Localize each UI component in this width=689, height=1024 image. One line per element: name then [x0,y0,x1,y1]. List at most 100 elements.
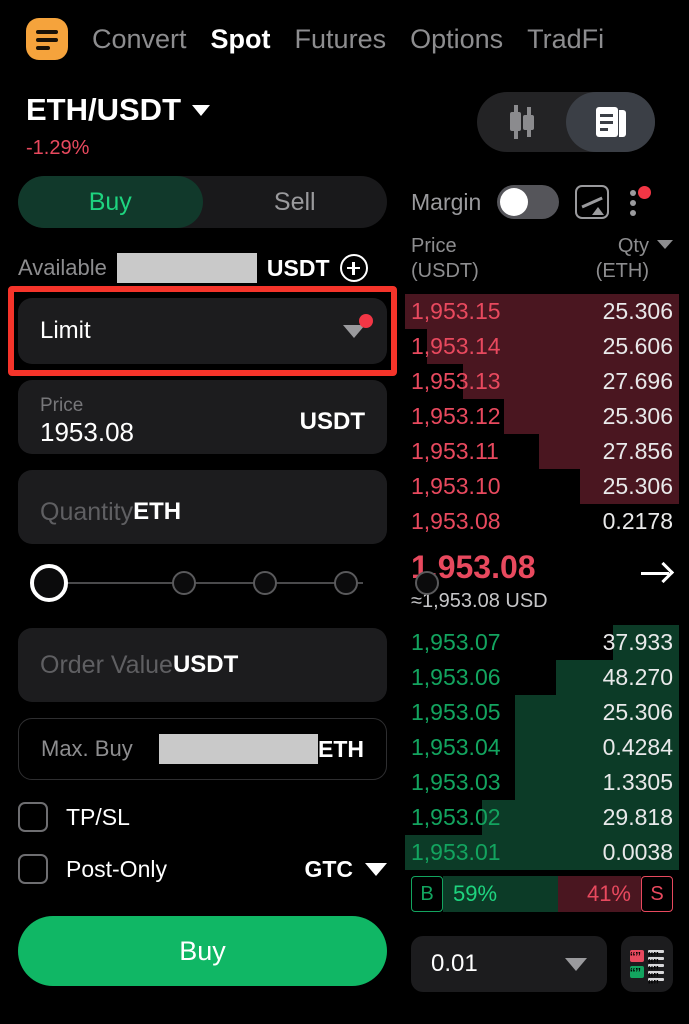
depth-bar [426,329,679,364]
row-price: 1,953.12 [411,403,501,429]
quantity-currency: ETH [133,498,182,525]
order-form: Buy Sell Available USDT Limit Price [0,176,439,992]
depth-bar [580,469,679,504]
orderbook-row[interactable]: 1,953.05 25.306 [405,695,679,730]
row-price: 1,953.06 [411,664,501,690]
orderbook-row[interactable]: 1,953.14 25.606 [405,329,679,364]
notification-badge [638,186,652,199]
orderbook-row[interactable]: 1,953.11 27.856 [405,434,679,469]
orderbook-row[interactable]: 1,953.07 37.933 [405,625,679,660]
order-value-placeholder: Order Value [40,650,173,679]
price-value: 1953.08 [40,417,134,448]
chevron-down-icon [365,862,387,876]
more-vertical-icon[interactable] [625,185,652,219]
tab-sell[interactable]: Sell [273,187,316,216]
margin-label: Margin [411,188,482,215]
amount-slider[interactable] [18,554,439,612]
sell-ratio-badge: S [641,876,673,912]
max-buy-value-redacted [158,734,318,764]
submit-buy-button[interactable]: Buy [18,916,387,986]
orderbook-row[interactable]: 1,953.08 0.2178 [405,504,679,539]
row-price: 1,953.14 [411,333,501,359]
pair-selector[interactable]: ETH/USDT [26,92,477,128]
pair-header: ETH/USDT -1.29% [0,78,689,160]
arrow-right-icon[interactable] [639,557,675,591]
row-qty: 27.856 [602,438,673,464]
orderbook-row[interactable]: 1,953.06 48.270 [405,660,679,695]
tpsl-checkbox[interactable] [18,802,48,832]
row-qty: 0.2178 [602,508,673,534]
margin-toggle[interactable] [497,185,560,219]
orderbook-layout-icon[interactable] [621,936,673,992]
time-in-force-value: GTC [304,855,353,882]
available-currency: USDT [266,254,330,281]
mid-price-info: 1,953.08 ≈1,953.08 USD [411,549,639,613]
chart-icon[interactable] [575,185,610,219]
depth-bar [462,364,679,399]
nav-tab-futures[interactable]: Futures [294,23,387,54]
row-price: 1,953.07 [411,629,501,655]
slider-handle[interactable] [30,564,68,602]
post-only-checkbox[interactable] [18,854,48,884]
bid-rows: 1,953.07 37.933 1,953.06 48.270 1,953.05 25.3… [405,625,679,870]
orderbook-price-header: Price (USDT) [411,235,479,282]
orderbook-row[interactable]: 1,953.12 25.306 [405,399,679,434]
row-price: 1,953.15 [411,298,501,324]
orderbook-row[interactable]: 1,953.01 0.0038 [405,835,679,870]
slider-node-3[interactable] [334,571,358,595]
nav-tab-options[interactable]: Options [410,23,504,54]
plus-circle-icon[interactable] [339,254,368,282]
quantity-placeholder: Quantity [40,497,134,526]
quantity-field[interactable]: Quantity ETH [18,470,387,544]
price-field[interactable]: Price 1953.08 USDT [18,380,387,454]
tpsl-row[interactable]: TP/SL [18,802,387,832]
chevron-down-icon [565,957,587,971]
orderbook-header: Price (USDT) Qty (ETH) [405,228,679,294]
orderbook-row[interactable]: 1,953.15 25.306 [405,294,679,329]
row-qty: 29.818 [602,804,673,830]
chevron-down-icon [192,104,210,116]
margin-row: Margin [405,176,679,228]
chevron-down-icon [343,324,365,338]
slider-node-1[interactable] [172,571,196,595]
order-value-field[interactable]: Order Value USDT [18,628,387,702]
orderbook-panel: Margin Price (USDT) Qty (ETH) 1 [405,176,689,992]
hamburger-icon[interactable] [26,18,68,60]
side-tabs: Buy Sell [18,176,387,228]
depth-bar [613,625,679,660]
post-only-label: Post-Only [66,855,167,882]
chevron-down-icon [657,240,673,249]
row-price: 1,953.05 [411,699,501,725]
post-only-row[interactable]: Post-Only GTC [18,854,387,884]
orderbook-row[interactable]: 1,953.10 25.306 [405,469,679,504]
view-toggle-orderbook[interactable] [566,92,655,152]
time-in-force-dropdown[interactable]: GTC [304,856,387,883]
tab-buy[interactable]: Buy [18,176,203,228]
nav-tab-tradfi[interactable]: TradFi [527,23,605,54]
candlestick-icon [507,105,537,139]
view-toggle-chart[interactable] [477,92,566,152]
price-currency: USDT [299,408,365,435]
orderbook-row[interactable]: 1,953.02 29.818 [405,800,679,835]
nav-tab-spot[interactable]: Spot [210,23,271,54]
orderbook-qty-header[interactable]: Qty (ETH) [596,234,673,284]
available-value-redacted [116,253,257,283]
mid-price-row[interactable]: 1,953.08 ≈1,953.08 USD [405,539,679,625]
order-type-dropdown[interactable]: Limit [18,298,387,364]
tick-size-dropdown[interactable]: 0.01 [411,936,607,992]
row-qty: 48.270 [602,664,673,690]
slider-node-2[interactable] [253,571,277,595]
order-type-value: Limit [40,317,91,344]
depth-bar [405,294,679,329]
orderbook-row[interactable]: 1,953.04 0.4284 [405,730,679,765]
slider-node-4[interactable] [415,571,439,595]
row-price: 1,953.13 [411,368,501,394]
row-price: 1,953.03 [411,769,501,795]
sell-ratio-value: 41% [558,876,641,912]
orderbook-row[interactable]: 1,953.13 27.696 [405,364,679,399]
tpsl-label: TP/SL [66,803,130,830]
nav-tab-convert[interactable]: Convert [92,23,187,54]
price-stack: Price 1953.08 [40,390,300,454]
row-qty: 0.4284 [602,734,673,760]
orderbook-row[interactable]: 1,953.03 1.3305 [405,765,679,800]
